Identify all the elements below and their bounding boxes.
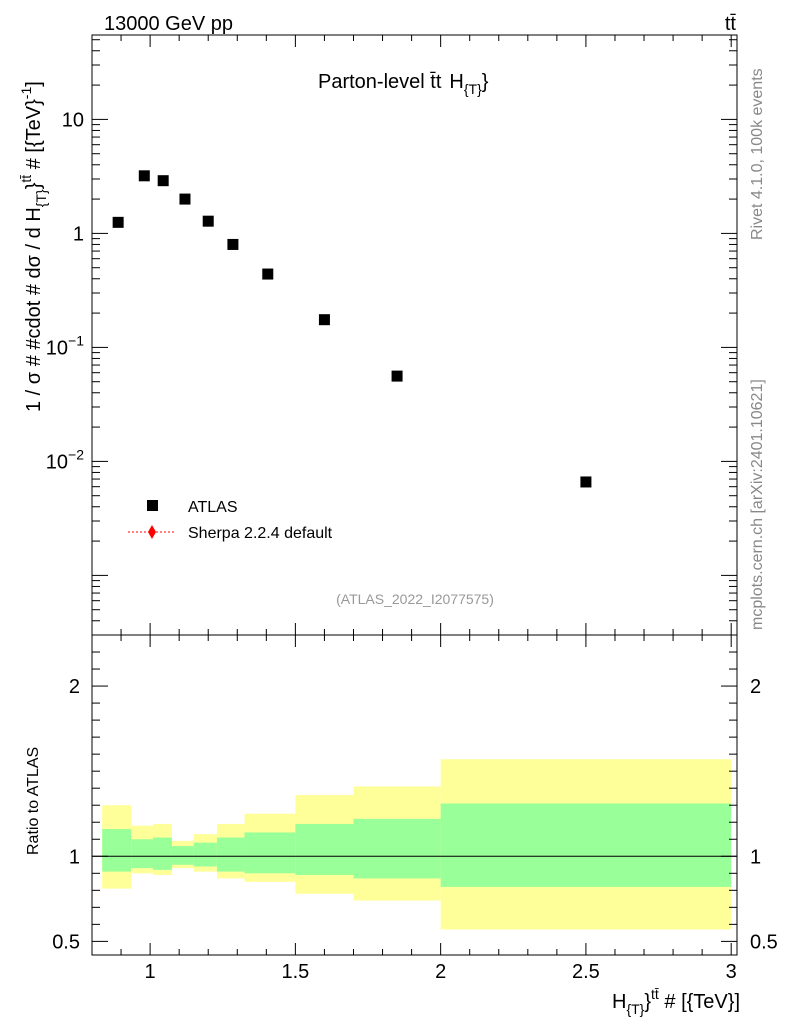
ratio-band-inner [131,839,154,869]
ratio-band-inner [171,846,194,865]
xlabel-part-b: } [644,991,651,1013]
ratio-y-tick-labels: 0.5 0.5 1 1 2 2 [52,676,778,953]
ratio-ticks [91,635,737,955]
y-tick-label: 1 [73,223,84,245]
atlas-data-point [157,175,169,187]
atlas-data-point [179,193,191,205]
ylabel-part-d: ] [23,81,45,87]
chart-title-close: } [482,71,489,93]
process-label: tt̄ [725,13,737,35]
x-tick-label: 1 [145,961,156,983]
x-tick-label: 3 [726,961,737,983]
atlas-data-point [227,238,239,250]
main-frame [91,34,738,636]
mcplots-label: mcplots.cern.ch [arXiv:2401.10621] [749,379,766,630]
ratio-panel: 0.5 0.5 1 1 2 2 1 1.5 2 2.5 3 Ratio to ATLAS H{T}… [25,634,778,1017]
x-axis-label: H{T}}tt̄ # [{TeV}] [612,986,740,1017]
ratio-y-axis-label: Ratio to ATLAS [25,747,42,855]
ratio-y-tick-label-right: 1 [750,846,761,868]
ylabel-part-a: 1 / σ # #cdot # dσ / d H [23,207,45,412]
y-tick-label: 10−1 [46,332,84,359]
xlabel-sub: {T} [626,1001,644,1017]
ratio-band-inner [440,803,732,887]
ratio-frame [91,634,738,956]
legend: ATLAS Sherpa 2.2.4 default [128,499,333,542]
y-tick-label-base: 10 [46,451,68,473]
ratio-band-inner [244,832,296,874]
y-tick-label-exp: −2 [68,446,84,462]
ratio-band-inner [295,823,354,875]
xlabel-part-c: # [{TeV}] [659,991,740,1013]
atlas-data-point [318,314,330,326]
xlabel-part-a: H [612,991,626,1013]
ratio-band-inner [353,818,441,879]
atlas-data-point [580,476,592,488]
analysis-watermark: (ATLAS_2022_I2077575) [336,591,494,607]
y-tick-label-base: 1 [73,223,84,245]
x-tick-label: 2 [435,961,446,983]
atlas-data-point [112,216,124,228]
rivet-label: Rivet 4.1.0, 100k events [749,68,766,240]
atlas-data-point [138,170,150,182]
ratio-y-tick-label: 0.5 [52,931,80,953]
atlas-data-point [202,215,214,227]
y-tick-label: 10−2 [46,446,84,473]
x-tick-label: 2.5 [572,961,600,983]
legend-atlas-label: ATLAS [188,499,238,516]
atlas-data-point [391,370,403,382]
ratio-band-inner [216,837,245,872]
atlas-data-point [262,268,274,280]
ylabel-sup: tt̄ [18,175,34,183]
legend-sherpa-label: Sherpa 2.2.4 default [188,525,333,542]
ratio-y-tick-label-right: 0.5 [750,931,778,953]
ylabel-part-b: } [23,182,45,189]
chart-title-var: H [449,71,463,93]
legend-sherpa-marker [148,525,156,539]
chart-title-main: Parton-level t̄t [318,71,442,93]
ratio-bands [102,759,732,930]
y-tick-label-exp: −1 [68,332,84,348]
y-tick-label-base: 10 [46,337,68,359]
chart-title-sub: {T} [464,81,482,97]
main-data-layer [112,170,592,488]
ylabel-sub: {T} [33,189,49,207]
ratio-y-tick-label-right: 2 [750,676,761,698]
chart-title: Parton-level t̄t H{T}} [318,71,489,97]
ratio-y-tick-label: 1 [69,846,80,868]
main-ticks [91,35,737,636]
energy-label: 13000 GeV pp [104,13,233,35]
ratio-y-tick-label: 2 [69,676,80,698]
x-tick-label: 1.5 [281,961,309,983]
ratio-band-inner [193,842,217,867]
y-tick-label: 10 [62,109,84,131]
xlabel-sup: tt̄ [651,986,659,1002]
legend-atlas-marker [147,500,158,511]
ylabel-part-c: # [{TeV} [23,99,45,175]
ratio-band-inner [153,837,172,870]
ratio-x-tick-labels: 1 1.5 2 2.5 3 [145,961,737,983]
ratio-band-inner [102,829,132,872]
ylabel-sup2: -1 [18,87,34,100]
main-y-axis-label: 1 / σ # #cdot # dσ / d H{T}}tt̄ # [{TeV}… [18,81,49,412]
y-tick-label-base: 10 [62,109,84,131]
